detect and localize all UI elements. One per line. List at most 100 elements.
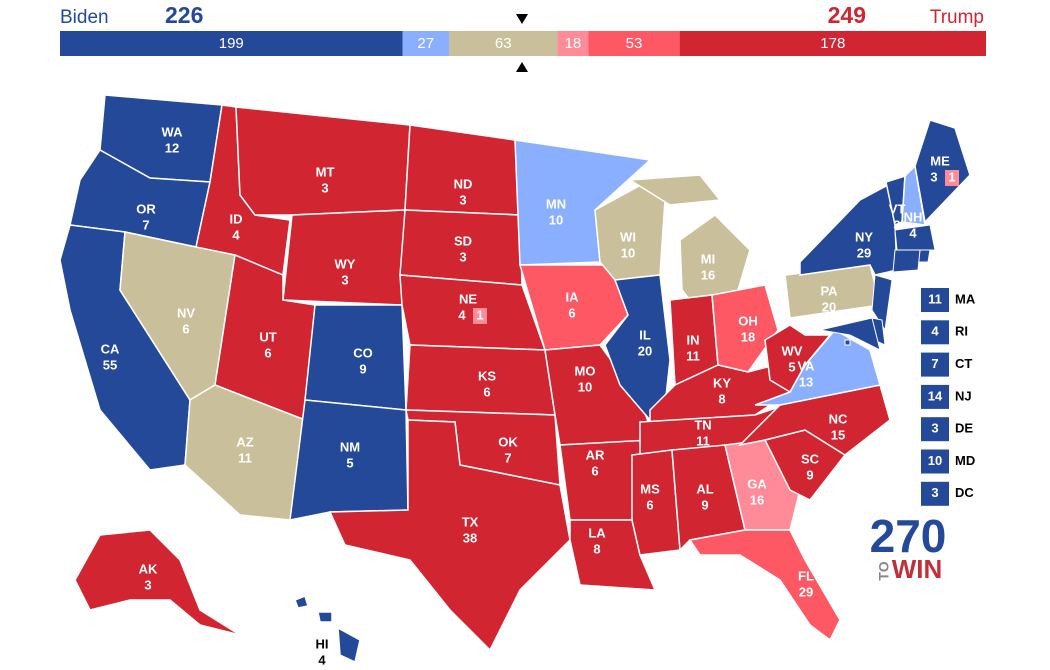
small-state-votes: 10 [928, 453, 942, 468]
state-abbr: GA [747, 476, 767, 491]
district-box [473, 308, 487, 324]
state-shape [328, 419, 571, 652]
state-votes: 20 [638, 343, 652, 358]
state-abbr: ND [454, 176, 473, 191]
state-shape [901, 164, 926, 226]
state-abbr: PA [820, 283, 838, 298]
state-votes: 3 [930, 169, 937, 184]
logo-win: WIN [892, 554, 943, 584]
state-abbr: SD [454, 233, 472, 248]
small-state-votes: 11 [928, 291, 942, 306]
state-shape [235, 106, 411, 216]
state-votes: 38 [463, 530, 477, 545]
state-shape [74, 529, 241, 636]
state-abbr: NM [340, 439, 360, 454]
state-abbr: UT [259, 329, 276, 344]
left-total: 226 [165, 2, 203, 28]
state-shape [764, 324, 832, 394]
state-votes: 4 [232, 227, 240, 242]
state-votes: 9 [359, 361, 366, 376]
state-votes: 11 [696, 433, 710, 448]
state-votes: 3 [459, 249, 466, 264]
state-votes: 9 [701, 497, 708, 512]
state-abbr: IN [687, 332, 700, 347]
state-votes: 3 [459, 192, 466, 207]
small-state-votes: 7 [931, 356, 938, 371]
state-abbr: FL [798, 568, 814, 583]
state-votes: 29 [799, 584, 813, 599]
midpoint-arrow [516, 62, 528, 72]
state-votes: 11 [686, 348, 700, 363]
state-votes: 4 [909, 225, 917, 240]
small-state-abbr: MD [955, 453, 975, 468]
state-shape [294, 594, 309, 609]
state-shape [518, 264, 629, 351]
state-votes: 5 [788, 359, 795, 374]
bar-label: 199 [219, 35, 244, 52]
small-state-box [921, 320, 949, 345]
state-votes: 18 [741, 329, 755, 344]
bar-label: 18 [565, 35, 582, 52]
small-state-abbr: DE [955, 421, 973, 436]
state-abbr: CO [353, 345, 373, 360]
logo: 270 TO WIN [870, 510, 947, 584]
bar-segment [557, 31, 589, 56]
state-shape [819, 317, 881, 351]
state-abbr: WA [162, 124, 184, 139]
state-votes: 13 [799, 374, 813, 389]
state-votes: 3 [893, 217, 900, 232]
state-votes: 20 [822, 299, 836, 314]
state-abbr: MO [575, 363, 596, 378]
state-votes: 3 [321, 180, 328, 195]
state-abbr: NH [904, 209, 923, 224]
state-abbr: OH [738, 313, 758, 328]
state-shape [914, 119, 971, 224]
small-state-box [921, 417, 949, 442]
state-abbr: NV [177, 305, 195, 320]
state-abbr: IL [639, 327, 651, 342]
states [59, 94, 971, 664]
state-votes: 3 [144, 577, 151, 592]
state-votes: 10 [549, 212, 563, 227]
bar-label: 27 [417, 35, 434, 52]
state-votes: 55 [103, 357, 117, 372]
small-state-votes: 3 [931, 485, 938, 500]
state-shape [799, 183, 898, 276]
state-votes: 7 [504, 450, 511, 465]
state-votes: 4 [458, 307, 466, 322]
small-states: 11 MA 4 RI 7 CT 14 NJ 3 DE 10 MD 3 DC [921, 288, 976, 506]
state-votes: 6 [182, 321, 189, 336]
state-shape [631, 449, 681, 556]
state-abbr: IA [566, 289, 580, 304]
state-shape [688, 529, 841, 642]
state-votes: 6 [646, 497, 653, 512]
state-abbr: SC [801, 451, 820, 466]
state-abbr: WY [335, 256, 356, 271]
state-abbr: WI [620, 229, 636, 244]
state-votes: 11 [238, 450, 252, 465]
small-state-abbr: NJ [955, 388, 972, 403]
logo-number: 270 [870, 510, 947, 562]
state-votes: 6 [264, 345, 271, 360]
state-abbr: WV [782, 343, 803, 358]
left-candidate: Biden [60, 7, 109, 28]
state-votes: 7 [142, 217, 149, 232]
state-abbr: TX [462, 514, 479, 529]
small-state-box [921, 352, 949, 377]
state-abbr: MI [701, 251, 715, 266]
state-votes: 10 [578, 379, 592, 394]
bar-label: 178 [820, 35, 845, 52]
state-votes: 6 [591, 463, 598, 478]
state-abbr: AR [586, 447, 605, 462]
bar-segment [679, 31, 986, 56]
right-total: 249 [828, 2, 866, 28]
state-abbr: ME [930, 153, 950, 168]
small-state-box [921, 288, 949, 312]
small-state-votes: 14 [928, 388, 943, 403]
state-votes: 12 [165, 140, 179, 155]
state-abbr: AL [696, 481, 713, 496]
state-votes: 29 [857, 245, 871, 260]
state-shape [627, 174, 722, 206]
small-state-abbr: MA [955, 291, 976, 306]
state-votes: 3 [341, 272, 348, 287]
